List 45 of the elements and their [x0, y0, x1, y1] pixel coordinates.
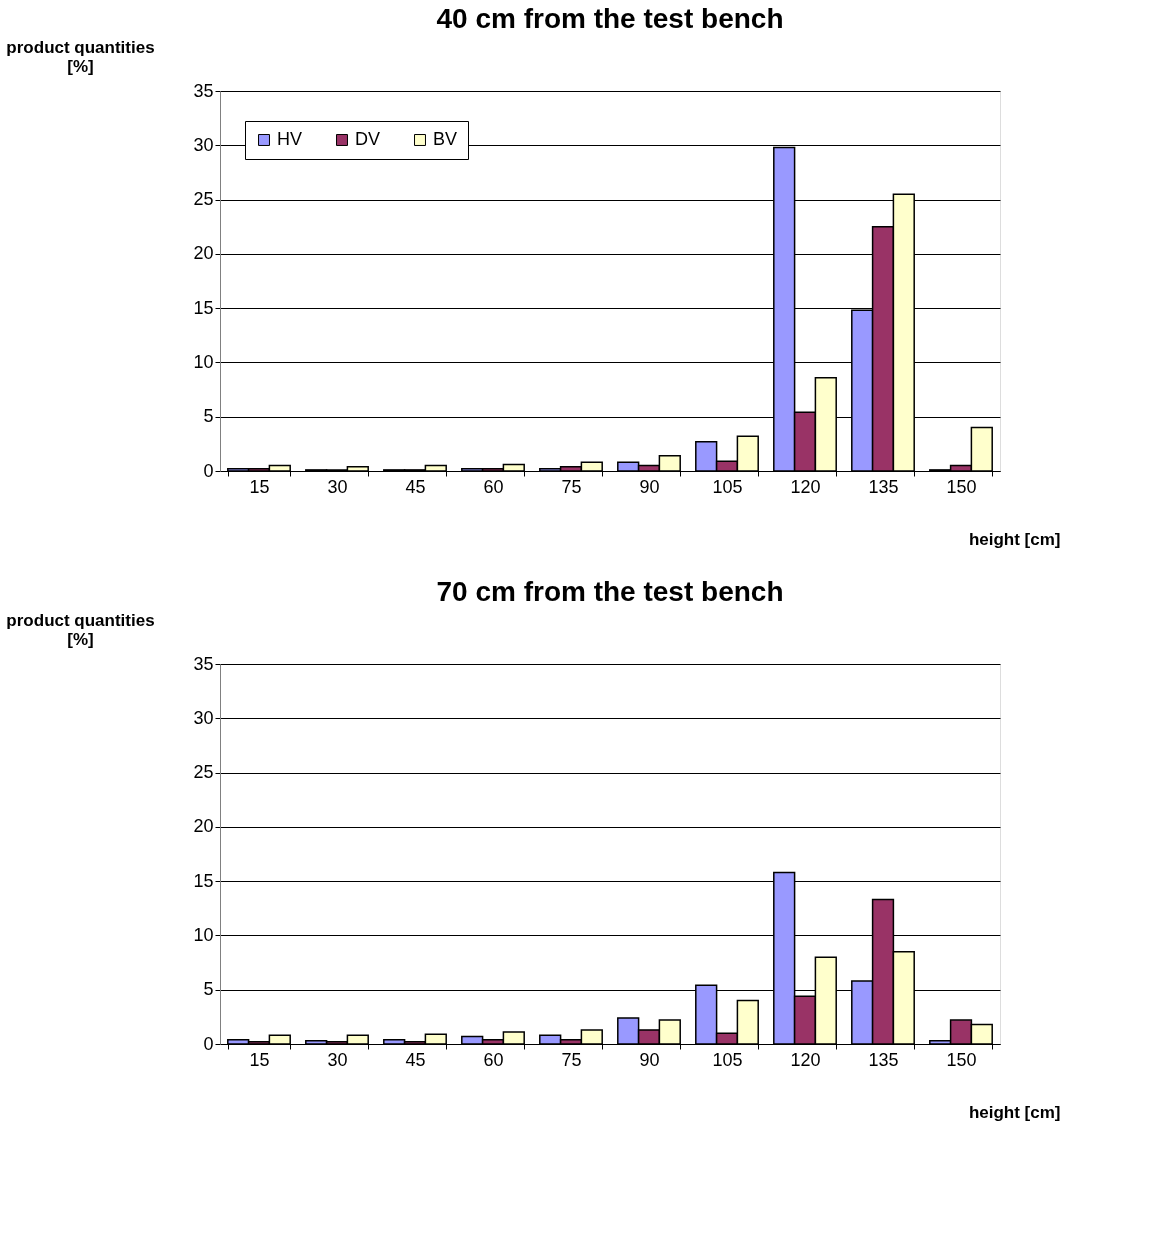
x-axis-title: height [cm] — [968, 529, 1061, 549]
y-tick-label: 35 — [193, 80, 214, 101]
y-tick-label: 15 — [193, 870, 214, 891]
x-tick-label: 45 — [405, 1049, 426, 1070]
x-tick-label: 105 — [712, 1049, 743, 1070]
chart-title: 40 cm from the test bench — [436, 3, 784, 34]
y-tick-label: 5 — [203, 979, 214, 1000]
x-tick-label: 135 — [868, 476, 899, 497]
x-tick-label: 75 — [561, 1049, 582, 1070]
x-tick-label: 15 — [249, 1049, 270, 1070]
x-tick-label: 15 — [249, 476, 270, 497]
x-axis-title: height [cm] — [968, 1102, 1061, 1122]
x-tick-label: 60 — [483, 476, 504, 497]
chart-title: 70 cm from the test bench — [436, 576, 784, 607]
y-tick-label: 25 — [193, 762, 214, 783]
x-tick-label: 90 — [639, 1049, 660, 1070]
x-tick-label: 60 — [483, 1049, 504, 1070]
y-tick-label: 20 — [193, 816, 214, 837]
y-tick-label: 25 — [193, 189, 214, 210]
x-tick-label: 45 — [405, 476, 426, 497]
y-tick-label: 0 — [203, 1033, 214, 1054]
x-tick-label: 135 — [868, 1049, 899, 1070]
y-tick-label: 5 — [203, 406, 214, 427]
y-tick-label: 30 — [193, 707, 214, 728]
x-tick-label: 120 — [790, 1049, 821, 1070]
x-tick-label: 30 — [327, 1049, 348, 1070]
x-tick-label: 150 — [946, 1049, 977, 1070]
x-tick-label: 30 — [327, 476, 348, 497]
x-tick-label: 150 — [946, 476, 977, 497]
y-tick-label: 10 — [193, 924, 214, 945]
y-tick-label: 15 — [193, 297, 214, 318]
y-tick-label: 30 — [193, 134, 214, 155]
x-tick-label: 120 — [790, 476, 821, 497]
y-axis-title: product quantities [%] — [6, 610, 155, 649]
y-tick-label: 0 — [203, 460, 214, 481]
x-tick-label: 75 — [561, 476, 582, 497]
y-tick-label: 20 — [193, 243, 214, 264]
legend-label: BV — [433, 129, 458, 149]
y-tick-label: 35 — [193, 653, 214, 674]
legend-label: DV — [355, 129, 381, 149]
y-tick-label: 10 — [193, 351, 214, 372]
x-tick-label: 105 — [712, 476, 743, 497]
x-tick-label: 90 — [639, 476, 660, 497]
legend-label: HV — [277, 129, 303, 149]
y-axis-title: product quantities [%] — [6, 37, 155, 76]
